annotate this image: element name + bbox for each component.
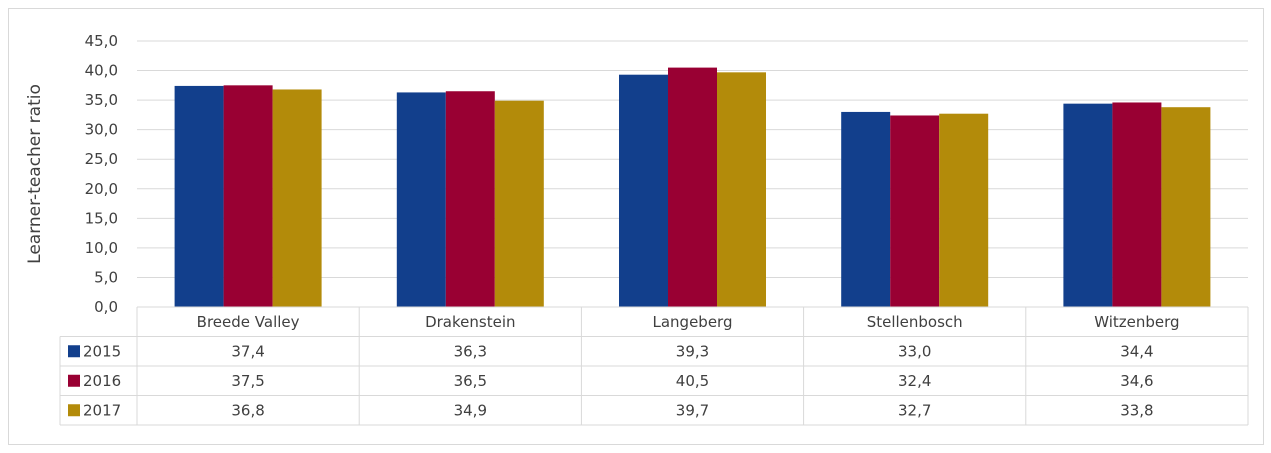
- legend-key-2016: [68, 374, 80, 387]
- gridlines: [137, 40, 1248, 278]
- bar-2015-breede-valley: [174, 85, 224, 308]
- data-label: 36,8: [231, 401, 264, 419]
- data-label: 39,7: [676, 401, 709, 419]
- y-tick-label: 20,0: [85, 180, 118, 198]
- legend-label: 2016: [83, 372, 121, 390]
- y-tick-label: 25,0: [85, 150, 118, 168]
- y-axis-label: Learner-teacher ratio: [25, 84, 45, 264]
- y-tick-label: 30,0: [85, 121, 118, 139]
- legend-key-2017: [68, 404, 80, 417]
- x-tick-label: Breede Valley: [197, 313, 300, 331]
- data-label: 40,5: [676, 372, 709, 390]
- y-tick-label: 35,0: [85, 91, 118, 109]
- data-label: 37,5: [231, 372, 264, 390]
- data-label: 36,3: [454, 342, 487, 360]
- bar-2017-stellenbosch: [939, 113, 989, 307]
- bar-2017-breede-valley: [272, 89, 322, 308]
- y-tick-label: 45,0: [85, 32, 118, 50]
- data-label: 37,4: [231, 342, 264, 360]
- y-tick-label: 40,0: [85, 62, 118, 80]
- bar-2016-stellenbosch: [890, 115, 940, 307]
- data-label: 34,4: [1120, 342, 1153, 360]
- chart-frame: [8, 8, 1264, 445]
- x-tick-label: Langeberg: [653, 313, 733, 331]
- bar-2015-langeberg: [619, 74, 668, 308]
- data-table: Breede Valley Drakenstein Langeberg Stellen…: [59, 306, 1249, 426]
- y-tick-label: 0,0: [94, 298, 118, 316]
- data-label: 33,0: [898, 342, 931, 360]
- data-label: 33,8: [1120, 401, 1153, 419]
- x-tick-label: Drakenstein: [425, 313, 515, 331]
- bar-2016-langeberg: [668, 67, 717, 307]
- data-label: 34,6: [1120, 372, 1153, 390]
- bar-2017-langeberg: [717, 72, 766, 307]
- bar-2015-stellenbosch: [841, 111, 891, 307]
- bar-2015-witzenberg: [1063, 103, 1113, 307]
- legend-label: 2017: [83, 401, 121, 419]
- y-axis-ticks: 0,0 5,0 10,0 15,0 20,0 25,0 30,0 35,0 40,0 45,0: [85, 32, 118, 316]
- bars: [174, 67, 1211, 308]
- bar-2015-drakenstein: [396, 92, 446, 307]
- data-label: 34,9: [454, 401, 487, 419]
- data-label: 39,3: [676, 342, 709, 360]
- legend-key-2015: [68, 345, 80, 358]
- bar-2016-witzenberg: [1112, 102, 1162, 307]
- data-label: 32,4: [898, 372, 931, 390]
- y-tick-label: 10,0: [85, 239, 118, 257]
- bar-2017-drakenstein: [494, 100, 544, 307]
- bar-2016-drakenstein: [445, 91, 495, 307]
- bar-2016-breede-valley: [223, 85, 273, 307]
- data-label: 36,5: [454, 372, 487, 390]
- x-tick-label: Witzenberg: [1094, 313, 1179, 331]
- bar-2017-witzenberg: [1161, 107, 1211, 308]
- y-tick-label: 15,0: [85, 209, 118, 227]
- data-label: 32,7: [898, 401, 931, 419]
- y-tick-label: 5,0: [94, 268, 118, 286]
- legend-label: 2015: [83, 342, 121, 360]
- x-tick-label: Stellenbosch: [867, 313, 963, 331]
